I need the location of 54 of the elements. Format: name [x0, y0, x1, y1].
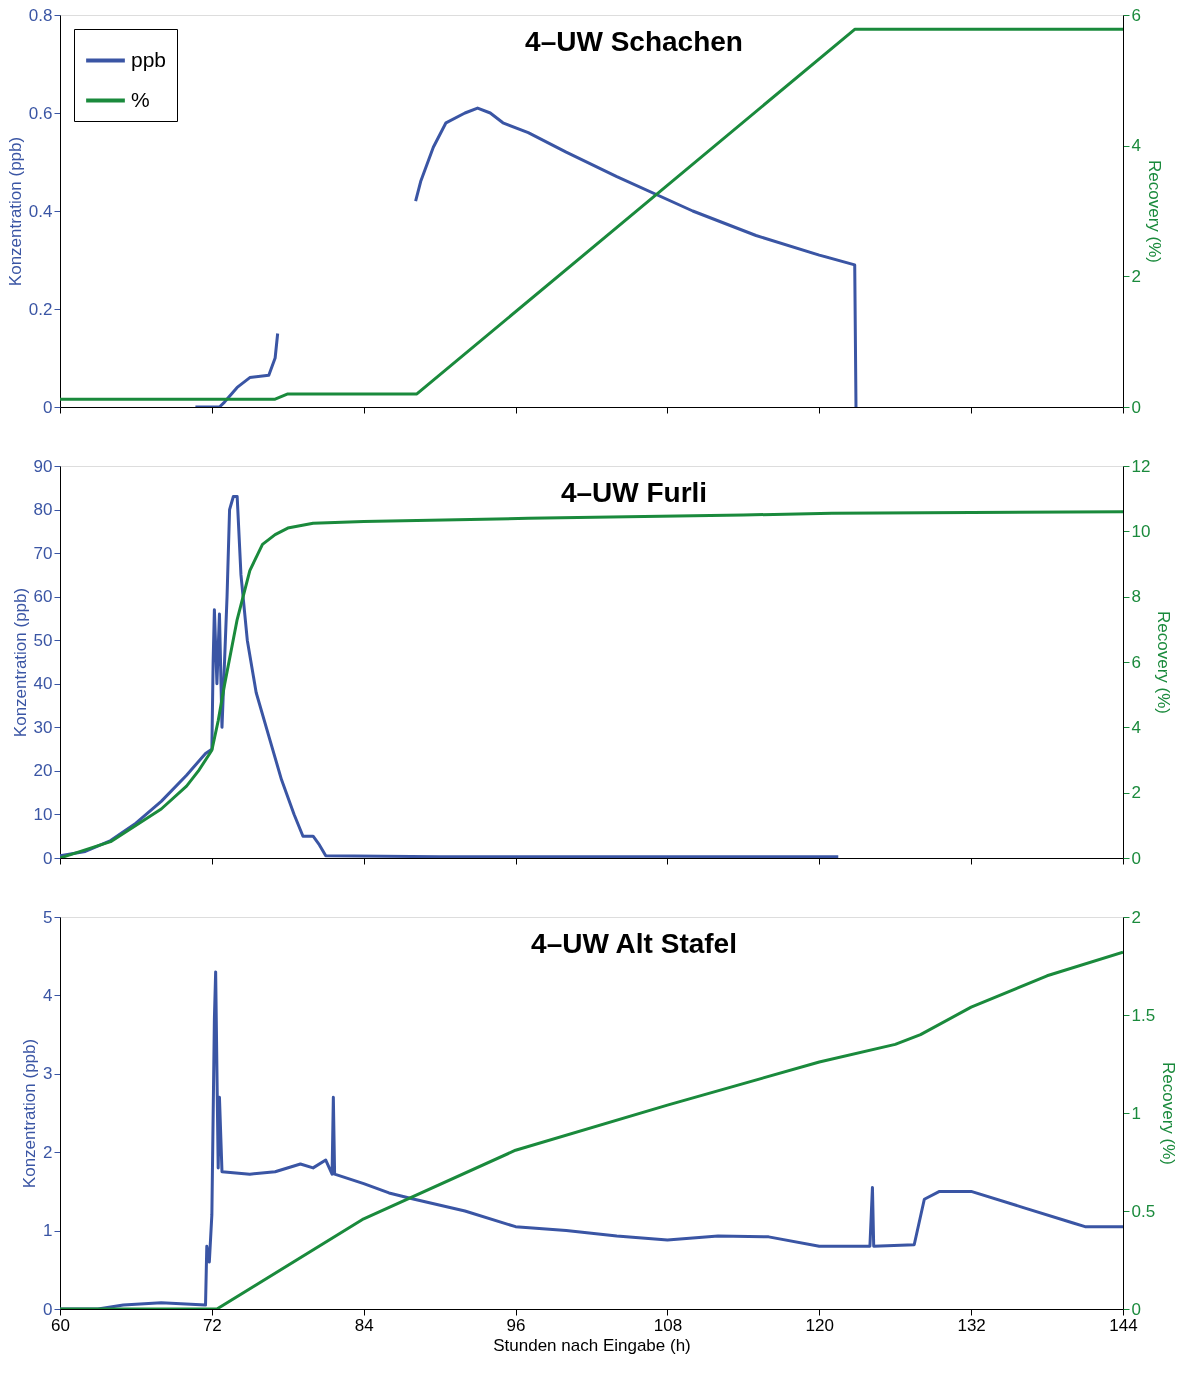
- y-tick-label: 4: [43, 985, 53, 1005]
- y2-axis-title: Recovery (%): [1154, 611, 1174, 714]
- x-tick-label: 84: [354, 1315, 374, 1335]
- y2-tick-label: 6: [1131, 5, 1141, 25]
- y2-axis-title: Recovery (%): [1144, 160, 1164, 263]
- legend-label: %: [131, 87, 150, 111]
- legend-label: ppb: [131, 47, 167, 71]
- y2-tick-label: 1: [1131, 1103, 1141, 1123]
- y-tick-label: 0: [43, 1299, 53, 1319]
- y-tick-label: 40: [33, 674, 53, 694]
- y-tick-label: 0.4: [28, 201, 53, 221]
- y-tick-label: 0.2: [28, 299, 53, 319]
- y-axis-title: Konzentration (ppb): [20, 1038, 40, 1189]
- x-axis-title: Stunden nach Eingabe (h): [493, 1335, 691, 1355]
- y-tick-label: 5: [43, 907, 53, 927]
- y2-tick-label: 2: [1131, 783, 1141, 803]
- y-tick-label: 0.8: [28, 5, 53, 25]
- y-tick-label: 0: [43, 848, 53, 868]
- x-tick-label: 72: [202, 1315, 222, 1335]
- y2-axis-title: Recovery (%): [1159, 1062, 1179, 1165]
- y2-tick-label: 4: [1131, 136, 1141, 156]
- y-tick-label: 20: [33, 761, 53, 781]
- y2-tick-label: 8: [1131, 587, 1141, 607]
- y2-tick-label: 1.5: [1131, 1005, 1156, 1025]
- x-tick-label: 96: [506, 1315, 526, 1335]
- y-axis-title: Konzentration (ppb): [10, 587, 30, 738]
- y-tick-label: 70: [33, 543, 53, 563]
- y2-tick-label: 10: [1131, 521, 1151, 541]
- y-tick-label: 90: [33, 456, 53, 476]
- y2-tick-label: 2: [1131, 266, 1141, 286]
- y-tick-label: 60: [33, 587, 53, 607]
- y2-tick-label: 6: [1131, 652, 1141, 672]
- x-tick-label: 120: [805, 1315, 834, 1335]
- x-tick-label: 132: [957, 1315, 986, 1335]
- y2-tick-label: 0: [1131, 397, 1141, 417]
- chart-title: 4–UW Alt Stafel: [531, 928, 737, 959]
- y-tick-label: 2: [43, 1142, 53, 1162]
- y2-tick-label: 12: [1131, 456, 1151, 476]
- x-tick-label: 108: [653, 1315, 683, 1335]
- y-tick-label: 50: [33, 630, 53, 650]
- y-tick-label: 1: [43, 1221, 53, 1241]
- y-tick-label: 0.6: [28, 103, 53, 123]
- y-tick-label: 80: [33, 500, 53, 520]
- y-tick-label: 10: [33, 804, 53, 824]
- chart-title: 4–UW Furli: [560, 477, 708, 508]
- y-tick-label: 0: [43, 397, 53, 417]
- y2-tick-label: 2: [1131, 907, 1141, 927]
- y2-tick-label: 0.5: [1131, 1201, 1156, 1221]
- y-tick-label: 30: [33, 717, 53, 737]
- chart-title: 4–UW Schachen: [525, 26, 743, 57]
- y-axis-title: Konzentration (ppb): [5, 136, 25, 287]
- y-tick-label: 3: [43, 1064, 53, 1084]
- y2-tick-label: 4: [1131, 717, 1141, 737]
- y2-tick-label: 0: [1131, 848, 1141, 868]
